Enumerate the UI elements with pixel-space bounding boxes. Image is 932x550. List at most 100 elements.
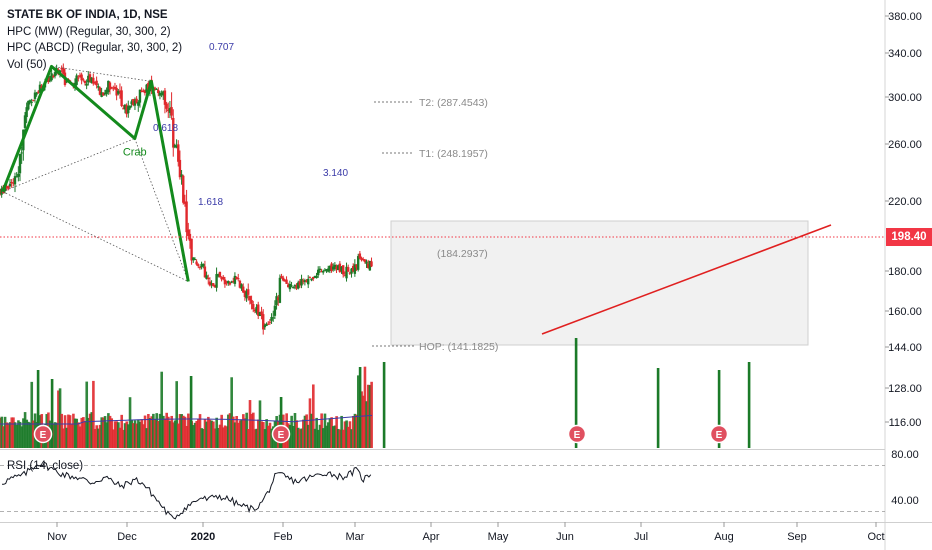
volume-bar: [133, 420, 137, 448]
candle: [282, 277, 285, 281]
target-t2-label: T2: (287.4543): [419, 97, 488, 109]
candle: [8, 183, 12, 187]
candle: [283, 279, 287, 282]
candle: [330, 263, 333, 271]
volume-indicator-label[interactable]: Vol (50): [7, 58, 47, 71]
volume-bar: [198, 414, 202, 448]
volume-bar: [25, 419, 29, 448]
volume-bar: [80, 417, 84, 448]
candle: [32, 99, 35, 101]
last-price-tag: 198.40: [886, 228, 932, 246]
time-axis-label: 2020: [191, 531, 215, 543]
volume-bar: [332, 426, 335, 448]
volume-bar: [260, 421, 263, 448]
candle: [145, 84, 148, 93]
candle: [125, 105, 128, 115]
volume-bar: [93, 428, 97, 448]
volume-bar: [315, 417, 318, 448]
volume-bar: [363, 366, 367, 448]
volume-bar: [192, 425, 195, 448]
candle: [175, 145, 178, 148]
earnings-marker-label: E: [574, 430, 581, 441]
volume-bar: [60, 413, 64, 448]
volume-bar: [82, 417, 85, 448]
volume-bar: [336, 428, 340, 448]
volume-bar: [255, 428, 258, 448]
candle: [348, 272, 352, 274]
support-trendline: [541, 224, 832, 335]
time-axis-label: Dec: [117, 531, 137, 543]
candle: [265, 323, 268, 326]
volume-bar: [85, 381, 89, 448]
candle: [133, 100, 137, 106]
volume-bar: [113, 421, 117, 448]
candle: [50, 73, 53, 81]
candle: [117, 90, 120, 94]
volume-bar: [298, 429, 302, 448]
candle: [180, 174, 183, 177]
chart-legend: STATE BK OF INDIA, 1D, NSE HPC (MW) (Reg…: [7, 7, 182, 73]
candle: [268, 321, 272, 323]
candle: [210, 283, 213, 285]
candle: [100, 92, 103, 97]
candle: [215, 274, 218, 288]
candle: [48, 80, 52, 82]
volume-bar: [163, 418, 167, 448]
candle: [278, 277, 282, 303]
volume-bar: [270, 428, 273, 448]
hpc-mw-indicator-label[interactable]: HPC (MW) (Regular, 30, 300, 2): [7, 25, 171, 38]
candle: [93, 82, 97, 84]
candle: [260, 311, 263, 316]
volume-bar: [135, 423, 139, 448]
candle: [88, 74, 92, 81]
pattern-ratio-line: [2, 191, 189, 282]
candle: [222, 276, 225, 280]
volume-bar: [207, 416, 210, 448]
volume-bar: [232, 416, 235, 448]
volume-spike: [656, 368, 660, 448]
candle: [95, 80, 98, 86]
candle: [322, 271, 325, 273]
pattern-ratio-line: [2, 138, 135, 193]
volume-bar: [63, 415, 67, 448]
volume-spike: [189, 376, 193, 448]
volume-bar: [102, 417, 105, 448]
price-axis-label: 260.00: [888, 139, 922, 151]
candle: [37, 91, 40, 93]
volume-bar: [88, 413, 92, 448]
volume-bar: [98, 424, 102, 448]
volume-bar: [92, 380, 95, 448]
volume-bar: [200, 428, 203, 448]
volume-bar: [118, 427, 122, 448]
candle: [240, 284, 243, 289]
candle: [228, 282, 232, 285]
volume-bar: [13, 422, 17, 448]
volume-bar: [172, 422, 175, 448]
rsi-indicator-label[interactable]: RSI (14, close): [7, 460, 84, 472]
pattern-ratio-line: [134, 138, 189, 282]
volume-bar: [152, 413, 155, 448]
volume-bar: [3, 416, 7, 448]
volume-bar: [160, 371, 164, 448]
volume-bar: [265, 419, 268, 448]
candle: [28, 100, 32, 102]
hpc-abcd-indicator-label[interactable]: HPC (ABCD) (Regular, 30, 300, 2): [7, 42, 183, 54]
symbol-title[interactable]: STATE BK OF INDIA, 1D, NSE: [7, 9, 168, 21]
volume-bar: [12, 417, 15, 448]
candle: [313, 276, 317, 278]
volume-bar: [137, 419, 140, 448]
candle: [75, 75, 78, 85]
volume-bar: [155, 413, 159, 448]
volume-bar: [138, 421, 142, 448]
price-axis-label: 144.00: [888, 342, 922, 354]
volume-bar: [205, 421, 208, 448]
rsi-line: [2, 461, 372, 520]
candle: [5, 185, 8, 188]
volume-bar: [202, 428, 205, 448]
volume-bar: [123, 423, 127, 448]
volume-bar: [366, 384, 370, 448]
candle: [53, 72, 57, 77]
candle: [208, 281, 212, 286]
